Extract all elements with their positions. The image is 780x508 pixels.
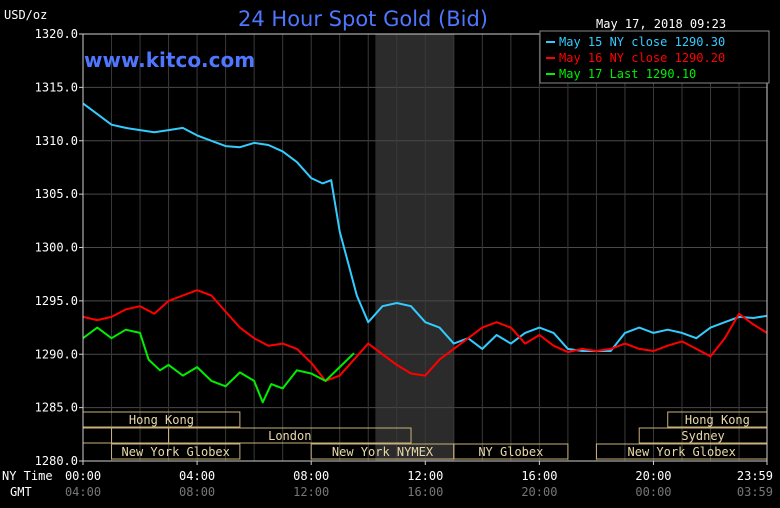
x-tick-label-ny: 23:59 [737, 469, 773, 483]
timestamp: May 17, 2018 09:23 [596, 17, 726, 31]
x-tick-label-gmt: 03:59 [737, 485, 773, 499]
session-label: Hong Kong [129, 413, 194, 427]
series-line [82, 289, 768, 382]
x-tick-label-ny: 16:00 [521, 469, 557, 483]
x-tick-label-ny: 04:00 [179, 469, 215, 483]
x-tick-label-gmt: 16:00 [407, 485, 443, 499]
x-tick-label-ny: 08:00 [293, 469, 329, 483]
session-bar [111, 443, 241, 460]
y-tick-label: 1305.0 [35, 187, 78, 201]
session-bar [453, 443, 569, 460]
session-label: NY Globex [478, 445, 543, 459]
grid-lines [82, 33, 768, 462]
x-axis-ticks: 00:00 04:00 04:00 08:00 08:00 12:00 12:00 16:00… [65, 461, 773, 499]
chart-title: 24 Hour Spot Gold (Bid) [238, 7, 488, 31]
y-tick-label: 1290.0 [35, 347, 78, 361]
y-tick-label: 1315.0 [35, 80, 78, 94]
legend-entry: May 17 Last 1290.10 [559, 67, 696, 81]
legend-box [539, 30, 770, 84]
market-session-bars: Hong Kong Hong Kong London Sydney New York G… [82, 411, 768, 460]
y-axis-label: USD/oz [4, 8, 47, 22]
session-label: London [268, 429, 311, 443]
watermark: www.kitco.com [84, 48, 255, 72]
x-tick-label-gmt: 12:00 [293, 485, 329, 499]
legend-entry: May 16 NY close 1290.20 [559, 51, 725, 65]
x-tick-label-ny: 20:00 [635, 469, 671, 483]
x-tick-label-gmt: 04:00 [65, 485, 101, 499]
session-label: Hong Kong [685, 413, 750, 427]
session-bar [168, 427, 412, 444]
gmt-row-label: GMT [10, 485, 32, 499]
x-tick-label-ny: 12:00 [407, 469, 443, 483]
session-label: New York Globex [122, 445, 230, 459]
y-axis-ticks: 1320.0 1315.0 1310.0 1305.0 1300.0 1295.0 1290… [35, 27, 83, 468]
x-tick-label-gmt: 20:00 [521, 485, 557, 499]
series-line [82, 326, 355, 404]
legend-entry: May 15 NY close 1290.30 [559, 35, 725, 49]
legend: May 15 NY close 1290.30 May 16 NY close 1… [539, 30, 770, 84]
y-tick-label: 1285.0 [35, 401, 78, 415]
x-tick-label-ny: 00:00 [65, 469, 101, 483]
series-line [82, 102, 768, 352]
price-series [82, 102, 768, 404]
x-tick-label-gmt: 08:00 [179, 485, 215, 499]
ny-time-row-label: NY Time [2, 469, 53, 483]
y-tick-label: 1320.0 [35, 27, 78, 41]
session-label: New York Globex [628, 445, 736, 459]
y-tick-label: 1310.0 [35, 134, 78, 148]
y-tick-label: 1280.0 [35, 454, 78, 468]
session-label: New York NYMEX [332, 445, 434, 459]
x-tick-label-gmt: 00:00 [635, 485, 671, 499]
session-label: Sydney [681, 429, 724, 443]
y-tick-label: 1300.0 [35, 241, 78, 255]
y-tick-label: 1295.0 [35, 294, 78, 308]
